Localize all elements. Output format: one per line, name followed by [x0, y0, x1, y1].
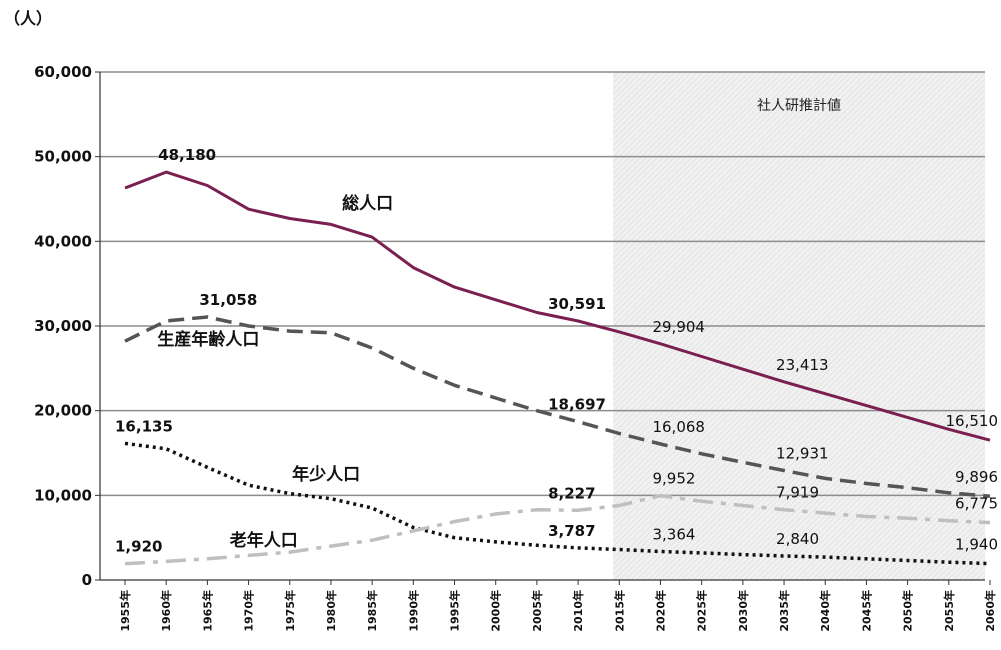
data-label: 18,697 [548, 396, 606, 414]
x-tick-label: 1995年 [448, 590, 462, 632]
series-line-総人口 [124, 170, 991, 442]
y-tick-label: 10,000 [34, 486, 92, 504]
x-tick-label: 1985年 [365, 590, 379, 632]
data-label: 23,413 [776, 356, 829, 374]
data-label: 1,940 [955, 536, 998, 554]
x-tick-label: 2035年 [777, 590, 791, 632]
data-label: 16,135 [115, 417, 173, 435]
data-label: 7,919 [776, 484, 819, 502]
data-label: 29,904 [652, 318, 705, 336]
unit-label: （人） [4, 9, 52, 28]
x-tick-label: 2045年 [859, 590, 873, 632]
x-tick-label: 1980年 [324, 590, 338, 632]
data-label: 2,840 [776, 530, 819, 548]
series-name-label: 老年人口 [229, 530, 298, 551]
series-line-生産年齢人口 [124, 315, 991, 498]
x-tick-label: 2010年 [571, 590, 585, 632]
series-name-label: 年少人口 [292, 464, 360, 485]
data-label: 16,510 [946, 412, 999, 430]
series-line-老年人口 [124, 493, 991, 566]
x-tick-label: 1970年 [242, 590, 256, 632]
y-tick-label: 40,000 [34, 232, 92, 250]
data-label: 9,952 [652, 470, 695, 488]
y-tick-label: 60,000 [34, 63, 92, 81]
data-label: 30,591 [548, 295, 606, 313]
x-tick-label: 2040年 [818, 590, 832, 632]
projection-region-label: 社人研推計値 [757, 98, 841, 114]
x-tick-label: 2030年 [736, 590, 750, 632]
y-tick-label: 50,000 [34, 148, 92, 166]
x-tick-label: 1955年 [118, 590, 132, 632]
x-tick-label: 2000年 [489, 590, 503, 632]
data-label: 6,775 [955, 495, 998, 513]
data-label: 16,068 [652, 418, 705, 436]
data-label: 31,058 [199, 291, 257, 309]
data-label: 12,931 [776, 445, 829, 463]
x-tick-label: 1975年 [283, 590, 297, 632]
data-label: 48,180 [158, 146, 216, 164]
y-tick-label: 30,000 [34, 317, 92, 335]
x-tick-label: 1990年 [406, 590, 420, 632]
data-label: 3,364 [652, 526, 695, 544]
data-label: 9,896 [955, 468, 998, 486]
series-name-label: 総人口 [342, 193, 393, 214]
x-tick-label: 2055年 [942, 590, 956, 632]
x-tick-label: 2005年 [530, 590, 544, 632]
x-tick-label: 2020年 [653, 590, 667, 632]
x-tick-label: 2050年 [901, 590, 915, 632]
data-label: 8,227 [548, 484, 595, 502]
x-tick-label: 1960年 [159, 590, 173, 632]
x-tick-label: 2060年 [983, 590, 997, 632]
y-tick-label: 20,000 [34, 402, 92, 420]
series-name-label: 生産年齢人口 [157, 329, 259, 350]
y-tick-label: 0 [82, 571, 92, 589]
series-line-年少人口 [124, 441, 991, 566]
x-tick-label: 2025年 [695, 590, 709, 632]
data-label: 3,787 [548, 522, 595, 540]
x-tick-label: 2015年 [612, 590, 626, 632]
data-label: 1,920 [115, 538, 162, 556]
x-tick-label: 1965年 [200, 590, 214, 632]
